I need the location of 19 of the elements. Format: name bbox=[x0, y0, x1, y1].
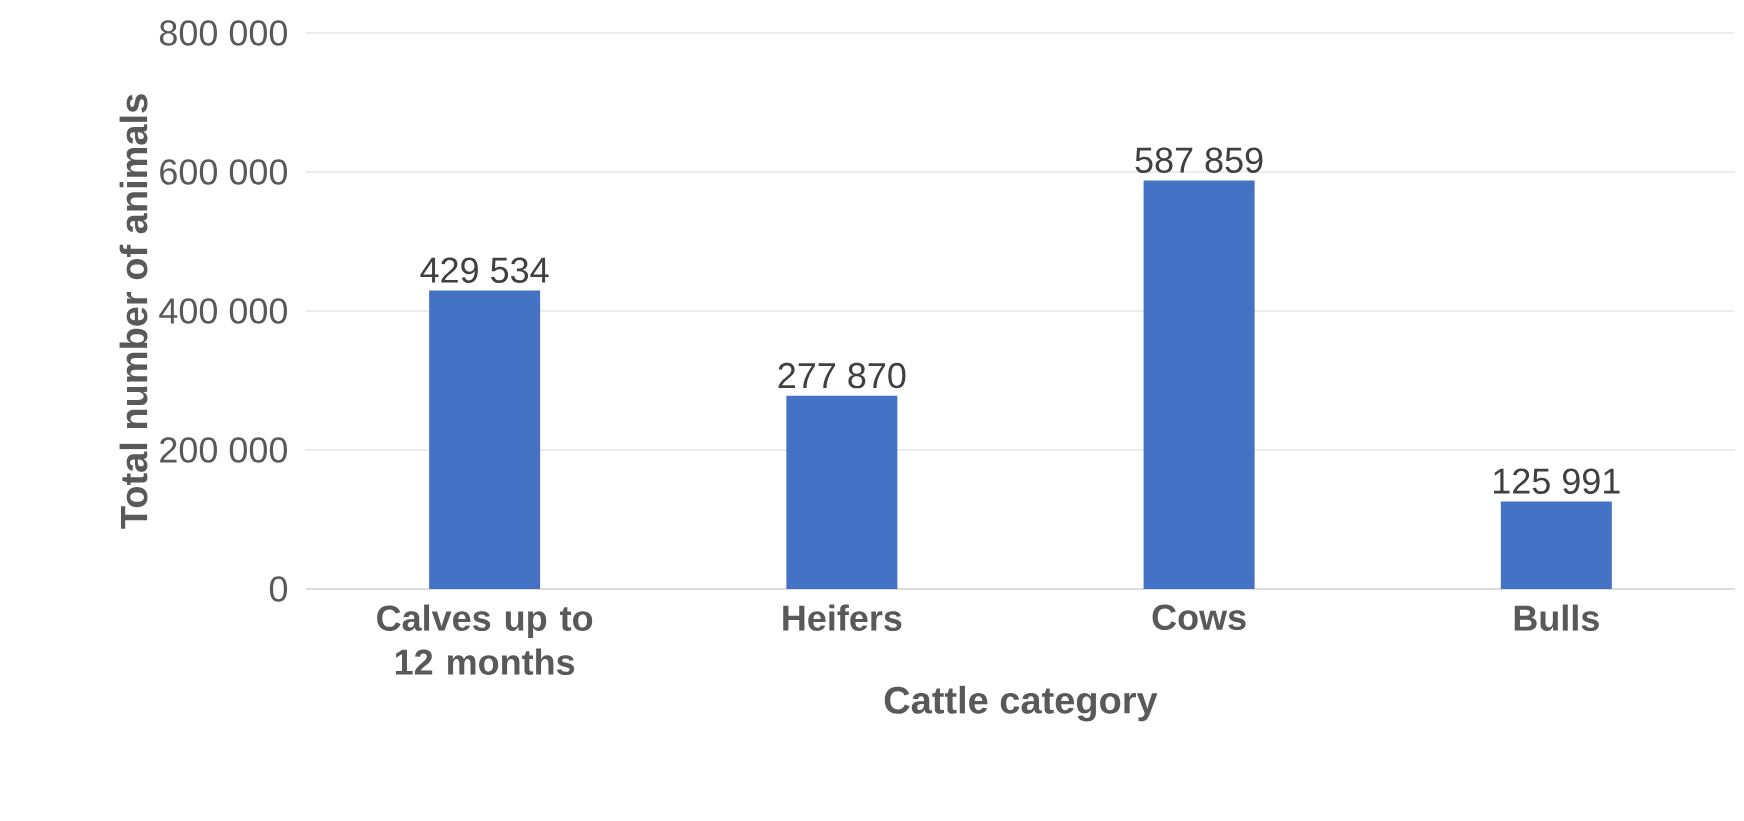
data-label: 429 534 bbox=[420, 257, 549, 283]
data-label: 587 859 bbox=[1135, 147, 1263, 173]
bar bbox=[1143, 180, 1255, 589]
y-tick-label: 200 000 bbox=[160, 437, 288, 463]
data-label: 277 870 bbox=[778, 362, 906, 389]
y-tick-label: 400 000 bbox=[159, 298, 288, 324]
data-label: 125 991 bbox=[1494, 468, 1620, 494]
bar bbox=[1500, 501, 1612, 589]
y-tick-label: 0 bbox=[269, 576, 288, 602]
bar bbox=[786, 395, 898, 589]
bar bbox=[429, 290, 541, 589]
x-tick-label: Heifers bbox=[783, 604, 902, 631]
y-axis-title: Total number of animals bbox=[119, 94, 148, 529]
x-tick-label: Calves up to 12 months bbox=[377, 604, 593, 675]
y-tick-label: 600 000 bbox=[160, 159, 288, 185]
x-tick-label: Cows bbox=[1152, 604, 1246, 630]
y-tick-label: 800 000 bbox=[159, 20, 288, 46]
x-axis-title: Cattle category bbox=[884, 685, 1158, 722]
x-tick-label: Bulls bbox=[1514, 604, 1599, 631]
